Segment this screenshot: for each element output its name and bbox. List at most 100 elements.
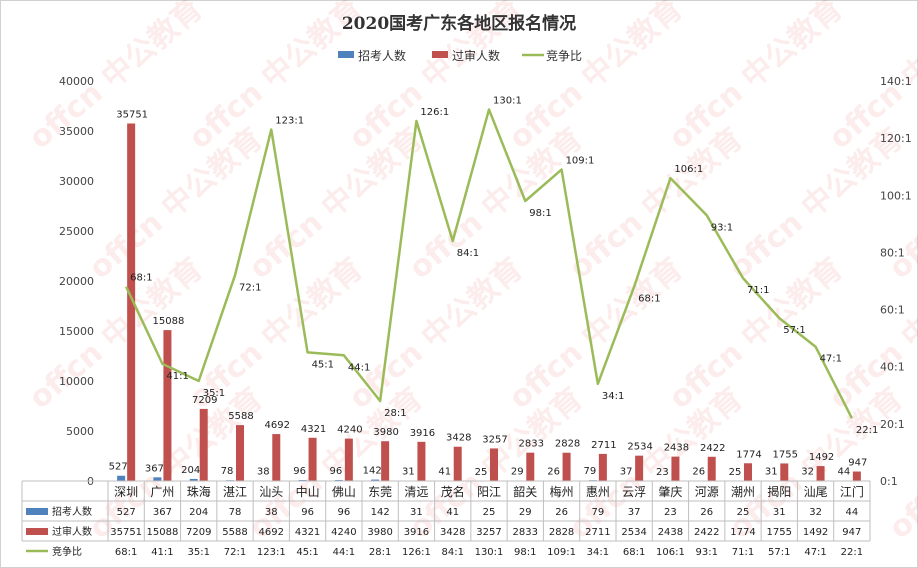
category-label: 江门 bbox=[840, 484, 864, 499]
y-right-tick-label: 60:1 bbox=[880, 304, 905, 317]
table-cell: 38 bbox=[265, 507, 278, 518]
y-right-tick-label: 40:1 bbox=[880, 361, 905, 374]
category-label: 潮州 bbox=[731, 484, 755, 499]
bar-approved-label: 947 bbox=[848, 458, 867, 469]
table-cell: 31 bbox=[773, 507, 786, 518]
table-cell: 126:1 bbox=[402, 547, 431, 558]
bar-recruit-label: 23 bbox=[656, 467, 669, 478]
table-row-header: 过审人数 bbox=[52, 525, 92, 538]
table-cell: 106:1 bbox=[656, 547, 685, 558]
table-cell: 109:1 bbox=[547, 547, 576, 558]
category-label: 河源 bbox=[695, 485, 719, 499]
category-label: 珠海 bbox=[187, 484, 211, 499]
bar-approved bbox=[490, 448, 498, 481]
bar-approved-label: 2711 bbox=[591, 440, 616, 451]
data-table: 深圳 广州 珠海 湛江 汕头 中山 佛山 东莞 清远 茂名 阳江 韶关 梅州 惠州 云浮 肇庆 河源 潮州 揭阳 汕尾… bbox=[21, 480, 871, 558]
bar-recruit-label: 78 bbox=[221, 466, 234, 477]
table-cell: 2711 bbox=[585, 527, 610, 538]
bar-approved-label: 35751 bbox=[116, 109, 148, 120]
table-cell: 4240 bbox=[331, 527, 356, 538]
table-row-swatch bbox=[26, 528, 48, 535]
legend: 招考人数 过审人数 竞争比 bbox=[338, 48, 582, 63]
bar-approved bbox=[344, 438, 353, 481]
category-label: 肇庆 bbox=[658, 484, 682, 499]
bar-approved bbox=[199, 408, 208, 481]
table-cell: 28:1 bbox=[369, 547, 391, 558]
table-cell: 57:1 bbox=[768, 547, 790, 558]
y-left-tick-label: 30000 bbox=[59, 175, 94, 188]
table-cell: 96 bbox=[337, 507, 350, 518]
category-label: 清远 bbox=[404, 485, 428, 499]
category-label: 深圳 bbox=[114, 485, 138, 499]
bar-approved-label: 3980 bbox=[373, 427, 398, 438]
ratio-label: 34:1 bbox=[602, 391, 624, 402]
ratio-label: 72:1 bbox=[239, 282, 261, 293]
y-left-tick-label: 10000 bbox=[59, 375, 94, 388]
table-cell: 3916 bbox=[404, 527, 429, 538]
table-cell: 2534 bbox=[621, 527, 646, 538]
legend-label: 招考人数 bbox=[358, 48, 406, 63]
table-cell: 26 bbox=[700, 507, 713, 518]
ratio-label: 84:1 bbox=[457, 248, 479, 259]
category-label: 惠州 bbox=[586, 485, 610, 499]
table-cell: 1774 bbox=[730, 527, 755, 538]
bar-recruit-label: 26 bbox=[547, 467, 560, 478]
bar-approved-label: 3916 bbox=[410, 428, 435, 439]
bar-approved-label: 4321 bbox=[301, 424, 326, 435]
bar-approved bbox=[127, 123, 136, 482]
bar-recruit bbox=[117, 475, 126, 481]
table-cell: 93:1 bbox=[695, 547, 717, 558]
category-label: 揭阳 bbox=[767, 484, 791, 499]
legend-swatch bbox=[338, 51, 354, 58]
table-cell: 34:1 bbox=[587, 547, 609, 558]
table-cell: 68:1 bbox=[623, 547, 645, 558]
ratio-label: 126:1 bbox=[420, 107, 449, 118]
bar-recruit bbox=[371, 479, 380, 481]
table-row-header: 竞争比 bbox=[52, 545, 82, 558]
table-cell: 2833 bbox=[513, 527, 538, 538]
bar-approved-label: 4692 bbox=[265, 420, 290, 431]
bar-recruit bbox=[189, 478, 198, 481]
table-row-swatch bbox=[26, 508, 48, 515]
bar-recruit-label: 25 bbox=[729, 467, 742, 478]
table-cell: 527 bbox=[117, 507, 136, 518]
table-cell: 26 bbox=[555, 507, 568, 518]
ratio-label: 98:1 bbox=[529, 208, 551, 219]
category-label: 韶关 bbox=[513, 484, 537, 499]
bar-recruit bbox=[153, 477, 162, 481]
table-cell: 32 bbox=[809, 507, 822, 518]
y-left-tick-label: 25000 bbox=[59, 225, 94, 238]
table-cell: 44 bbox=[845, 507, 858, 518]
table-cell: 7209 bbox=[186, 527, 211, 538]
table-cell: 1492 bbox=[803, 527, 828, 538]
bar-recruit-label: 31 bbox=[402, 467, 415, 478]
category-label: 云浮 bbox=[622, 485, 646, 499]
bar-recruit-label: 527 bbox=[109, 462, 128, 473]
bars: 527 35751 367 15088 204 7209 78 5588 38 4692 96 432… bbox=[109, 109, 867, 482]
y-right-tick-label: 20:1 bbox=[880, 418, 905, 431]
table-cell: 5588 bbox=[222, 527, 247, 538]
table-row-header: 招考人数 bbox=[52, 505, 92, 518]
ratio-label: 22:1 bbox=[856, 425, 878, 436]
bar-approved-label: 7209 bbox=[192, 395, 217, 406]
table-cell: 72:1 bbox=[224, 547, 246, 558]
ratio-label: 68:1 bbox=[130, 273, 152, 284]
bar-recruit-label: 38 bbox=[257, 467, 270, 478]
bar-recruit-label: 204 bbox=[181, 465, 200, 476]
ratio-label: 44:1 bbox=[348, 362, 370, 373]
bar-approved bbox=[163, 330, 172, 481]
bar-approved bbox=[381, 441, 390, 481]
bar-approved bbox=[852, 471, 861, 481]
ratio-label: 109:1 bbox=[566, 156, 595, 167]
table-cell: 84:1 bbox=[441, 547, 463, 558]
bar-approved bbox=[744, 463, 752, 481]
ratio-label: 45:1 bbox=[312, 359, 334, 370]
bar-approved-label: 2438 bbox=[664, 443, 689, 454]
bar-recruit-label: 29 bbox=[511, 467, 524, 478]
bar-approved bbox=[671, 456, 680, 481]
bar-recruit-label: 26 bbox=[692, 467, 705, 478]
ratio-label: 106:1 bbox=[674, 164, 703, 175]
table-cell: 35:1 bbox=[187, 547, 209, 558]
bar-recruit-label: 79 bbox=[583, 466, 596, 477]
